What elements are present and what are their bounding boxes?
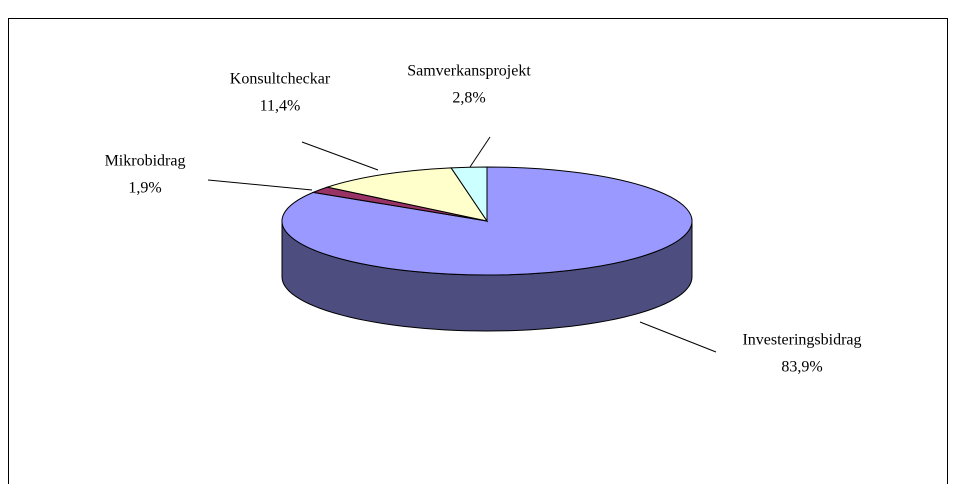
leader-line xyxy=(207,179,313,191)
slice-value-label: 11,4% xyxy=(260,98,301,115)
pie-slice xyxy=(450,166,488,223)
slice-value-label: 1,9% xyxy=(128,180,161,197)
leader-line xyxy=(639,321,717,353)
slice-label: Mikrobidrag xyxy=(105,153,186,170)
leader-line xyxy=(469,136,491,168)
slice-label: Samverkansprojekt xyxy=(407,63,531,80)
slice-label: Konsultcheckar xyxy=(230,71,331,88)
slice-value-label: 2,8% xyxy=(452,90,485,107)
slice-label: Investeringsbidrag xyxy=(742,332,861,349)
pie-slice xyxy=(325,167,489,222)
leader-line xyxy=(301,141,379,171)
slice-value-label: 83,9% xyxy=(781,359,822,376)
